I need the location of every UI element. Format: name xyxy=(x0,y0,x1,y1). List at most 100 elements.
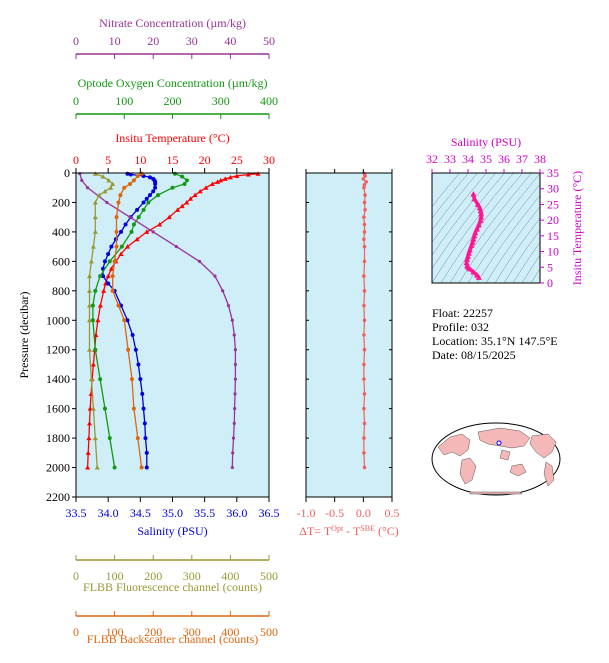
pressure-tick-label: 600 xyxy=(52,254,70,268)
fluorescence-tick-label: 300 xyxy=(183,569,201,583)
salinity-point xyxy=(147,193,152,198)
ts-point xyxy=(470,191,477,197)
pressure-tick-label: 2000 xyxy=(46,461,70,475)
delta-t-point xyxy=(362,347,367,352)
oxygen-point xyxy=(180,174,185,179)
main-plot-background xyxy=(76,173,269,497)
location-world-map xyxy=(431,422,561,496)
density-contour xyxy=(432,173,505,270)
fluorescence-point xyxy=(92,214,98,220)
pressure-tick-label: 2200 xyxy=(46,490,70,504)
nitrate-tick-label: 10 xyxy=(109,34,121,48)
fluorescence-point xyxy=(96,192,102,198)
salinity-point xyxy=(109,244,114,249)
ts-salinity-tick-label: 38 xyxy=(534,152,546,166)
backscatter-point xyxy=(116,303,121,308)
oxygen-point xyxy=(93,288,98,293)
salinity-point xyxy=(102,259,107,264)
nitrate-axis: 0 10 20 30 40 50 Nitrate Concentration (µm/kg) xyxy=(73,16,275,59)
fluorescence-point xyxy=(92,229,98,234)
temperature-point xyxy=(101,288,107,293)
backscatter-point xyxy=(139,465,144,470)
pressure-axis: 0 200 400 600 800 1000 1200 1400 1600 1800 2000 220… xyxy=(46,166,76,504)
fluorescence-point xyxy=(100,174,106,179)
date-text: Date: 08/15/2025 xyxy=(432,348,516,362)
temperature-tick-label: 0 xyxy=(73,153,79,167)
salinity-point xyxy=(141,200,146,205)
temperature-point xyxy=(85,450,91,455)
pressure-tick-label: 800 xyxy=(52,284,70,298)
nitrate-point xyxy=(221,289,225,293)
density-contour xyxy=(530,268,540,283)
temperature-point xyxy=(222,176,228,181)
delta-t-point xyxy=(362,436,366,440)
temperature-point xyxy=(227,174,233,180)
oxygen-point xyxy=(93,347,98,352)
temperature-point xyxy=(105,273,111,279)
nitrate-tick-label: 0 xyxy=(73,34,79,48)
backscatter-tick-label: 300 xyxy=(183,625,201,639)
ts-temperature-tick-label: 30 xyxy=(547,182,559,196)
nitrate-point xyxy=(85,186,90,190)
delta-t-point xyxy=(363,174,367,178)
salinity-point xyxy=(153,182,158,187)
density-contour xyxy=(476,194,540,283)
delta-t-point xyxy=(362,222,367,227)
temperature-point xyxy=(144,229,150,234)
backscatter-point xyxy=(118,193,123,198)
ts-point xyxy=(477,207,484,214)
delta-t-axis-label: ΔT= TOpt - TSBE (°C) xyxy=(299,524,399,539)
temperature-tick-label: 10 xyxy=(134,153,146,167)
salinity-point xyxy=(136,362,141,367)
delta-t-point xyxy=(362,182,367,187)
oxygen-point xyxy=(112,465,117,470)
oxygen-tick-label: 0 xyxy=(73,94,79,108)
temperature-point xyxy=(134,236,140,242)
density-contour xyxy=(512,241,540,283)
delta-t-panel: -1.0 -0.5 0.0 0.5 ΔT= TOpt - TSBE (°C) xyxy=(297,169,400,538)
nitrate-point xyxy=(233,407,237,411)
temperature-point xyxy=(215,179,221,184)
ts-point xyxy=(465,253,471,259)
oxygen-axis-label: Optode Oxygen Concentration (µm/kg) xyxy=(78,76,268,90)
backscatter-point xyxy=(135,436,140,441)
delta-t-point xyxy=(362,451,366,455)
temperature-point xyxy=(184,199,190,205)
salinity-point xyxy=(101,274,106,279)
location-text: Location: 35.1°N 147.5°E xyxy=(432,334,558,348)
delta-t-point xyxy=(363,208,367,212)
density-contour xyxy=(432,173,496,256)
delta-t-point xyxy=(362,465,367,470)
density-contour xyxy=(467,183,540,283)
density-contour xyxy=(485,206,540,283)
nitrate-point xyxy=(233,377,238,381)
backscatter-tick-label: 100 xyxy=(106,625,124,639)
temperature-point xyxy=(203,185,209,190)
fluorescence-point xyxy=(88,258,94,264)
backscatter-tick-label: 200 xyxy=(144,625,162,639)
salinity-point xyxy=(138,377,143,382)
oxygen-point xyxy=(119,244,124,249)
nitrate-point xyxy=(232,421,236,425)
fluorescence-tick-label: 400 xyxy=(221,569,239,583)
oxygen-point xyxy=(102,406,107,411)
temperature-tick-label: 20 xyxy=(199,153,211,167)
pressure-tick-label: 400 xyxy=(52,225,70,239)
salinity-point xyxy=(151,189,156,194)
salinity-point xyxy=(133,347,138,352)
delta-t-point xyxy=(362,318,367,323)
ts-point xyxy=(472,229,479,236)
delta-t-point xyxy=(362,421,367,426)
ts-salinity-tick-label: 34 xyxy=(462,152,474,166)
oxygen-point xyxy=(131,222,136,227)
ts-point xyxy=(469,239,476,245)
ts-point xyxy=(478,210,485,217)
temperature-point xyxy=(234,173,240,178)
ts-point xyxy=(468,242,475,248)
ts-density-contours xyxy=(432,173,540,283)
salinity-tick-label: 33.5 xyxy=(66,506,87,520)
delta-t-point xyxy=(364,180,369,184)
density-contour xyxy=(458,173,540,283)
backscatter-axis-label: FLBB Backscatter channel (counts) xyxy=(87,632,259,646)
